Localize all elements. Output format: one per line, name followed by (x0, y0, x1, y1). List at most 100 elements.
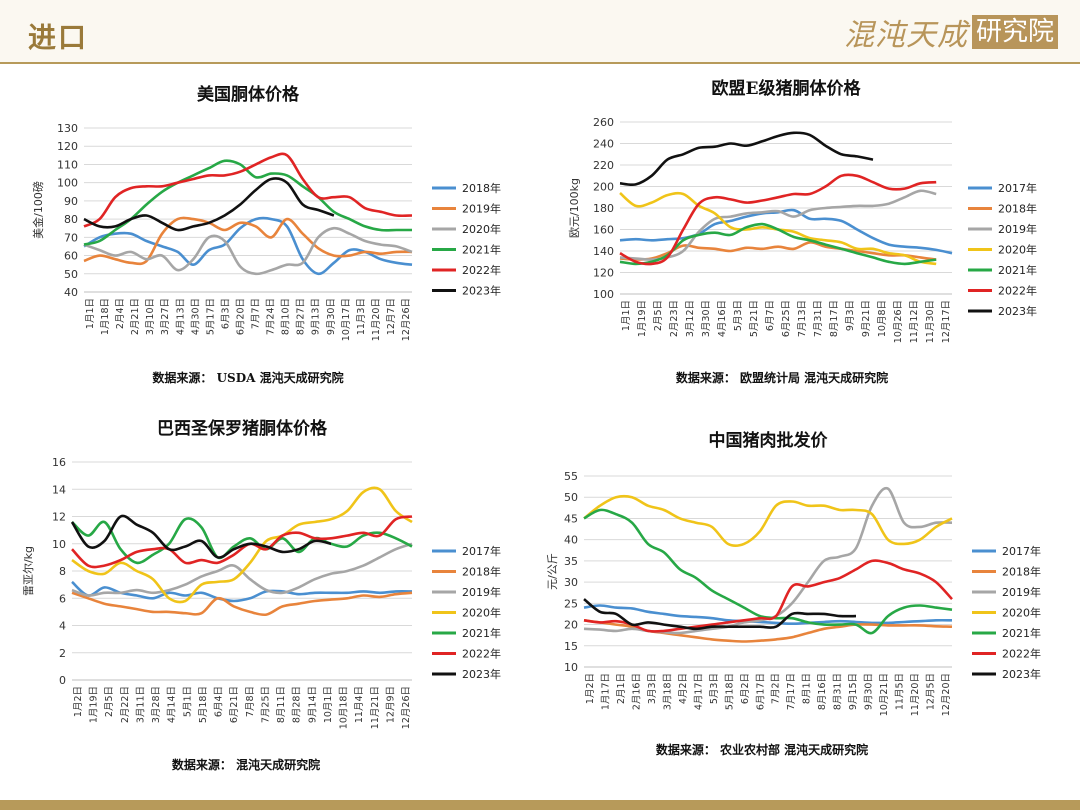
page-header (0, 0, 1080, 64)
legend-label: 2019年 (1002, 585, 1041, 599)
chart-title: 美国胴体价格 (197, 84, 300, 105)
legend-label: 2021年 (1002, 626, 1041, 640)
y-tick-label: 6 (59, 592, 66, 605)
series-line-2020年 (583, 494, 953, 548)
y-axis-label: 雷亚尔/kg (22, 546, 35, 596)
chart-us: 美国胴体价格 40 50 60 70 80 90 100 110 120 130 美金/100磅 1月1… (31, 84, 501, 385)
y-tick-label: 14 (52, 483, 66, 496)
x-tick-label: 2月4日 (115, 298, 126, 329)
x-tick-label: 10月8日 (877, 300, 888, 337)
chart-cn: 中国猪肉批发价 10 15 20 25 30 35 40 45 50 55 元/公斤 1月2日 1月17日… (546, 430, 1041, 757)
chart-source: 数据来源： USDA 混沌天成研究院 (152, 370, 343, 385)
y-tick-label: 120 (593, 267, 614, 280)
y-tick-label: 50 (64, 268, 78, 281)
x-tick-label: 8月16日 (817, 673, 828, 710)
x-tick-label: 7月25日 (260, 686, 271, 723)
legend-label: 2022年 (1002, 647, 1041, 661)
series-line-2019年 (83, 216, 413, 266)
series-line-2021年 (583, 508, 953, 635)
x-tick-label: 9月3日 (845, 300, 856, 331)
legend-label: 2017年 (462, 544, 501, 558)
legend-label: 2021年 (462, 243, 501, 257)
x-tick-label: 4月2日 (678, 673, 689, 704)
legend-label: 2023年 (462, 667, 501, 681)
x-tick-label: 11月21日 (370, 686, 381, 729)
series-line-2022年 (83, 152, 413, 228)
y-tick-label: 240 (593, 138, 614, 151)
x-tick-label: 11月12日 (909, 300, 920, 343)
series-line-2021年 (71, 517, 413, 565)
x-tick-label: 11月5日 (895, 673, 906, 710)
x-tick-label: 1月19日 (89, 686, 100, 723)
x-tick-label: 12月20日 (941, 673, 952, 716)
legend-label: 2018年 (1002, 565, 1041, 579)
chart-source: 数据来源： 欧盟统计局 混沌天成研究院 (676, 370, 888, 385)
series-line-2017年 (583, 604, 953, 625)
series-line-2022年 (583, 559, 953, 633)
series-line-2019年 (619, 189, 937, 261)
x-tick-label: 10月17日 (341, 298, 352, 341)
chart-title: 中国猪肉批发价 (709, 430, 829, 451)
x-tick-label: 3月28日 (151, 686, 162, 723)
y-tick-label: 80 (64, 213, 78, 226)
x-tick-label: 8月17日 (829, 300, 840, 337)
y-tick-label: 40 (64, 286, 78, 299)
legend-label: 2022年 (462, 263, 501, 277)
x-tick-label: 6月25日 (781, 300, 792, 337)
y-tick-label: 20 (564, 619, 578, 632)
y-tick-label: 55 (564, 470, 578, 483)
legend-label: 2019年 (462, 585, 501, 599)
x-tick-label: 3月30日 (701, 300, 712, 337)
x-tick-label: 9月13日 (311, 298, 322, 335)
series-line-2023年 (619, 131, 874, 187)
y-tick-label: 70 (64, 231, 78, 244)
y-tick-label: 12 (52, 511, 66, 524)
y-tick-label: 10 (52, 538, 66, 551)
chart-source: 数据来源： 农业农村部 混沌天成研究院 (656, 742, 868, 757)
x-tick-label: 8月31日 (833, 673, 844, 710)
x-tick-label: 2月16日 (631, 673, 642, 710)
x-tick-label: 7月7日 (251, 298, 262, 329)
legend-label: 2018年 (462, 565, 501, 579)
x-tick-label: 6月3日 (220, 298, 231, 329)
chart-panel-cn: 中国猪肉批发价 10 15 20 25 30 35 40 45 50 55 元/公斤 1月2日 1月17日… (540, 405, 1080, 800)
legend-label: 2017年 (1002, 544, 1041, 558)
x-tick-label: 1月1日 (621, 300, 632, 331)
x-tick-label: 11月20日 (910, 673, 921, 716)
x-tick-label: 7月2日 (771, 673, 782, 704)
y-tick-label: 100 (57, 177, 78, 190)
chart-panel-eu: 欧盟E级猪胴体价格 100 120 140 160 180 200 220 240 260 欧元/1… (540, 70, 1080, 400)
series-line-2022年 (619, 173, 937, 266)
series-line-2023年 (70, 514, 332, 559)
x-tick-label: 5月17日 (205, 298, 216, 335)
footer-bar (0, 800, 1080, 810)
series-line-2021年 (83, 159, 412, 246)
x-tick-label: 2月22日 (120, 686, 131, 723)
x-tick-label: 11月3日 (356, 298, 367, 335)
x-tick-label: 9月30日 (864, 673, 875, 710)
brand-logo: 混沌天成 研究院 (844, 14, 1058, 53)
series-line-2017年 (619, 208, 953, 255)
legend-label: 2022年 (462, 647, 501, 661)
x-tick-label: 8月10日 (281, 298, 292, 335)
x-tick-label: 1月18日 (100, 298, 111, 335)
legend-label: 2019年 (462, 202, 501, 216)
x-tick-label: 4月16日 (717, 300, 728, 337)
x-tick-label: 2月1日 (616, 673, 627, 704)
x-tick-label: 9月30日 (326, 298, 337, 335)
x-tick-label: 7月8日 (245, 686, 256, 717)
x-tick-label: 8月28日 (292, 686, 303, 723)
x-tick-label: 1月2日 (585, 673, 596, 704)
y-axis-label: 美金/100磅 (31, 181, 45, 239)
legend-label: 2021年 (998, 263, 1037, 277)
x-tick-label: 12月7日 (386, 298, 397, 335)
chart-source: 数据来源： 混沌天成研究院 (172, 757, 320, 772)
x-tick-label: 1月17日 (600, 673, 611, 710)
y-tick-label: 100 (593, 288, 614, 301)
y-tick-label: 160 (593, 224, 614, 237)
x-tick-label: 6月7日 (765, 300, 776, 331)
logo-box-text: 研究院 (971, 15, 1058, 49)
x-tick-label: 10月21日 (879, 673, 890, 716)
x-tick-label: 6月21日 (229, 686, 240, 723)
x-tick-label: 12月5日 (926, 673, 937, 710)
